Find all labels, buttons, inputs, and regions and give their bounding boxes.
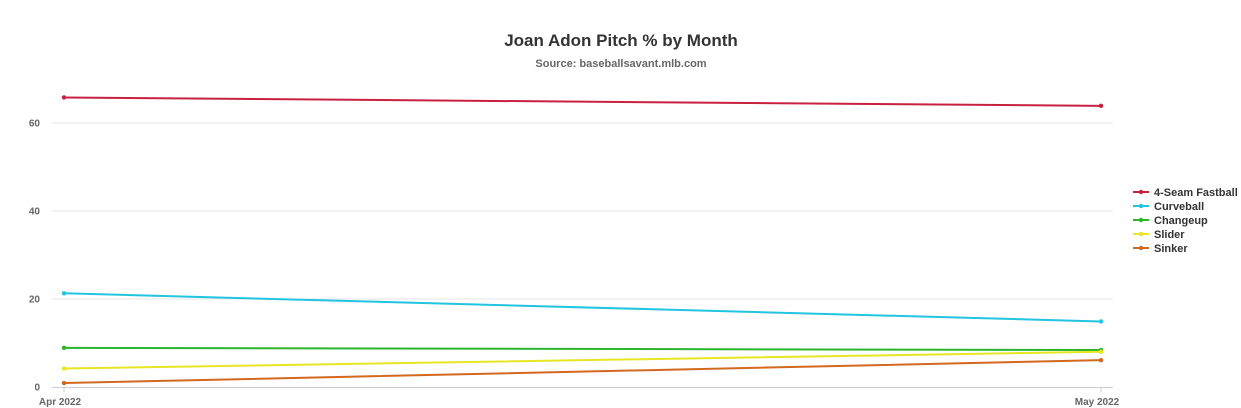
y-tick-label: 20: [29, 295, 41, 306]
data-point: [1098, 103, 1104, 109]
gridlines: [52, 122, 1113, 300]
x-tick-label: May 2022: [1075, 397, 1120, 408]
data-point: [61, 345, 67, 351]
y-tick-label: 0: [34, 383, 40, 394]
data-point: [61, 95, 67, 100]
legend-marker: [1138, 217, 1144, 223]
series-line: [63, 359, 1102, 385]
legend-marker: [1138, 203, 1144, 209]
chart-title: Joan Adon Pitch % by Month: [504, 31, 738, 50]
legend-label: 4-Seam Fastball: [1154, 187, 1238, 199]
y-tick-label: 60: [29, 119, 41, 130]
legend-marker: [1138, 245, 1144, 251]
data-point: [1098, 319, 1104, 324]
data-point: [61, 291, 67, 296]
y-tick-label: 40: [29, 207, 41, 218]
series-line: [63, 346, 1102, 352]
legend-marker: [1138, 231, 1144, 237]
legend-label: Changeup: [1154, 215, 1208, 227]
series-line: [63, 96, 1102, 107]
data-point: [61, 380, 67, 386]
series-lines: [61, 95, 1104, 386]
legend-marker: [1138, 189, 1144, 195]
data-point: [1098, 357, 1104, 363]
legend-label: Slider: [1154, 229, 1185, 241]
axes: 0 20 40 60 Apr 2022 May 2022: [29, 119, 1120, 408]
legend: 4-Seam Fastball Curveball Changeup Slider Si…: [1133, 187, 1238, 255]
x-tick-label: Apr 2022: [39, 397, 82, 408]
series-line: [63, 292, 1102, 323]
series-line: [63, 350, 1102, 370]
data-point: [61, 366, 67, 371]
legend-label: Sinker: [1154, 243, 1188, 255]
chart-subtitle: Source: baseballsavant.mlb.com: [535, 58, 706, 70]
legend-label: Curveball: [1154, 201, 1204, 213]
data-point: [1098, 349, 1104, 354]
